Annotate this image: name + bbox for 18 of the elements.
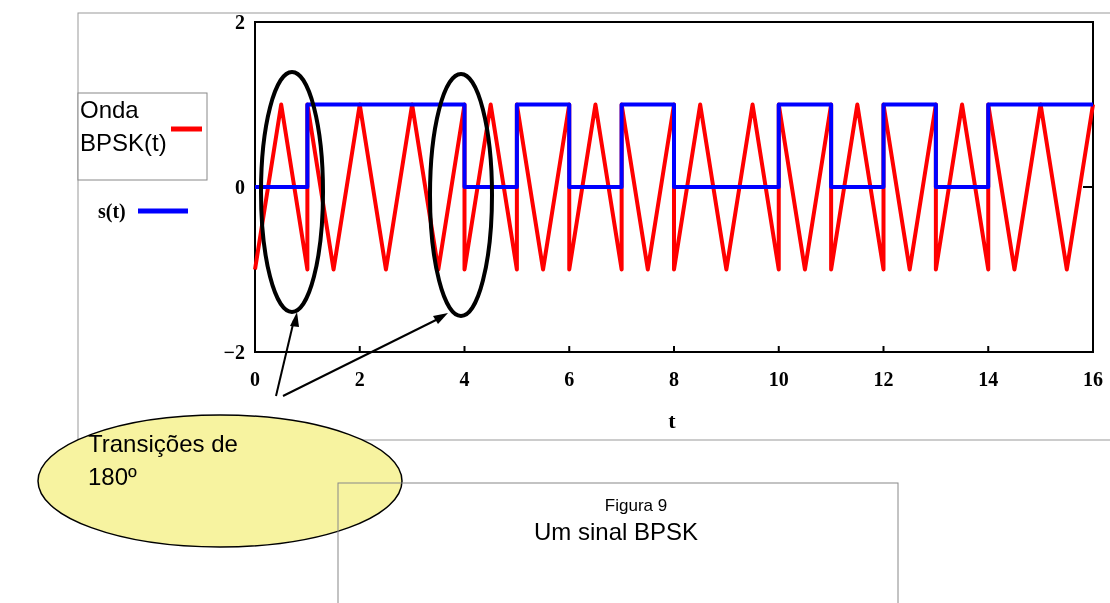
x-tick-label: 6 xyxy=(564,368,575,390)
x-axis-title: t xyxy=(668,408,677,433)
x-tick-label: 8 xyxy=(669,368,679,390)
legend-label: s(t) xyxy=(98,200,126,223)
text: Um sinal BPSK xyxy=(533,518,699,545)
x-tick-label: 4 xyxy=(459,368,470,390)
x-tick-label: 16 xyxy=(1083,368,1103,390)
text: Figura 9 xyxy=(604,496,668,515)
y-tick-label: 2 xyxy=(235,11,245,33)
x-tick-label: 2 xyxy=(354,368,365,390)
x-tick-label: 10 xyxy=(768,368,789,390)
x-tick-label: 14 xyxy=(978,368,999,390)
x-tick-label: 12 xyxy=(873,368,894,390)
y-tick-label: −2 xyxy=(223,341,245,363)
text: Transições de 180º xyxy=(88,430,238,490)
y-tick-label: 0 xyxy=(235,176,245,198)
legend-label: Onda BPSK(t) xyxy=(80,96,167,156)
x-tick-label: 0 xyxy=(250,368,260,390)
